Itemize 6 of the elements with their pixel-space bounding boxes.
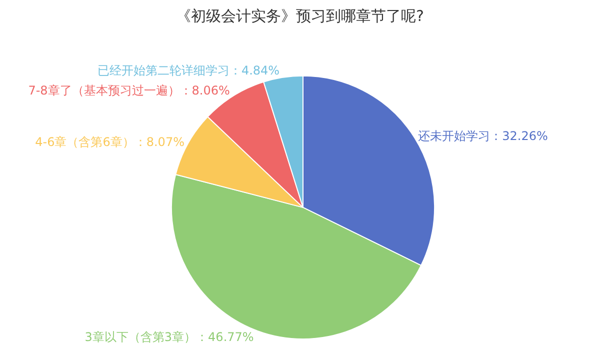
slice-label: 还未开始学习：32.26% [418, 128, 548, 143]
slice-label: 7-8章了（基本预习过一遍）：8.06% [28, 84, 230, 98]
slice-label: 已经开始第二轮详细学习：4.84% [97, 64, 280, 78]
slice-label: 3章以下（含第3章）：46.77% [84, 330, 254, 344]
chart-title: 《初级会计实务》预习到哪章节了呢? [176, 6, 424, 25]
slice-label: 4-6章（含第6章）：8.07% [35, 134, 184, 149]
